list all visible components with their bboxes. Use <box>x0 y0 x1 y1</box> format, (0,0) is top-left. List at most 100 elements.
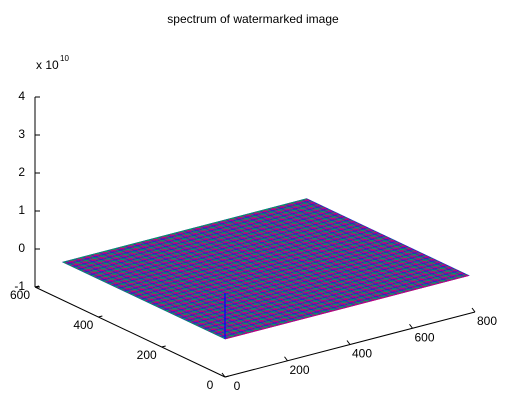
mesh-line <box>136 242 299 321</box>
mesh-line <box>102 251 265 329</box>
mesh-line <box>198 226 361 305</box>
mesh-line <box>223 220 386 298</box>
mesh-line <box>195 227 358 305</box>
mesh-line <box>259 210 423 288</box>
x-tick <box>471 307 476 313</box>
mesh-line <box>133 243 296 321</box>
mesh-line <box>108 250 271 328</box>
mesh-line <box>299 200 462 278</box>
z-tick-label: 0 <box>18 241 25 255</box>
x-tick <box>409 323 413 329</box>
mesh-line <box>231 217 394 296</box>
x-tick <box>346 340 351 345</box>
mesh-line <box>110 249 273 327</box>
y-tick <box>98 315 103 318</box>
mesh-line <box>257 211 420 289</box>
mesh-line <box>243 214 406 293</box>
mesh-line <box>116 247 279 326</box>
mesh-line <box>268 208 431 286</box>
mesh-line <box>288 203 451 281</box>
mesh-line <box>127 244 290 323</box>
mesh-line <box>265 209 428 287</box>
y-tick <box>34 285 40 288</box>
z-scale-base: x 10 <box>36 58 59 72</box>
mesh-line <box>96 252 259 331</box>
y-tick-label: 600 <box>10 288 30 302</box>
mesh-line <box>181 231 344 309</box>
mesh-line <box>220 220 383 299</box>
mesh-line <box>79 257 243 335</box>
z-tick-label: 4 <box>18 89 25 103</box>
mesh-line <box>262 209 425 288</box>
mesh-line <box>282 204 445 283</box>
mesh-line <box>290 202 453 280</box>
mesh-line <box>169 233 333 312</box>
mesh-line <box>240 215 403 294</box>
mesh-line <box>271 207 434 286</box>
y-tick <box>161 345 166 348</box>
mesh-line <box>279 205 442 283</box>
mesh-line <box>161 236 324 314</box>
y-axis <box>34 286 226 378</box>
mesh-line <box>172 233 335 311</box>
mesh-line <box>254 212 417 290</box>
mesh-line <box>105 250 268 329</box>
mesh-line <box>237 216 400 294</box>
y-tick-label: 400 <box>73 318 93 332</box>
z-tick-label: -1 <box>14 279 25 293</box>
mesh-line <box>130 244 293 322</box>
mesh-line <box>99 252 262 330</box>
z-scale-exponent: 10 <box>60 54 69 63</box>
mesh-line <box>203 225 366 303</box>
mesh-line <box>150 239 313 317</box>
x-tick-label: 400 <box>352 347 372 361</box>
mesh-line <box>119 247 282 325</box>
mesh-line <box>228 218 392 296</box>
mesh-line <box>164 235 327 313</box>
mesh-line <box>217 221 380 299</box>
mesh-line <box>155 237 318 315</box>
x-tick-label: 800 <box>477 314 497 328</box>
z-tick-label: 2 <box>18 165 25 179</box>
mesh-line <box>302 199 465 277</box>
mesh-line <box>71 259 234 337</box>
mesh-line <box>77 258 240 336</box>
mesh-line <box>153 238 316 316</box>
mesh-line <box>147 239 310 318</box>
z-tick-label: 1 <box>18 203 25 217</box>
mesh-line <box>200 225 363 304</box>
mesh-line <box>63 261 226 340</box>
mesh-line <box>85 255 248 334</box>
mesh-line <box>138 242 302 320</box>
mesh-line <box>234 217 397 295</box>
mesh-line <box>122 246 285 324</box>
mesh-line <box>93 253 257 332</box>
mesh-line <box>74 258 237 337</box>
mesh-line <box>186 229 349 307</box>
mesh-line <box>192 228 355 306</box>
mesh-line <box>144 240 307 318</box>
mesh-line <box>82 256 245 335</box>
mesh-line <box>214 222 378 300</box>
mesh-line <box>113 248 276 326</box>
mesh-line <box>206 224 369 302</box>
x-tick-label: 0 <box>234 379 241 393</box>
mesh-line <box>285 203 448 282</box>
mesh-line <box>212 223 375 301</box>
mesh-line <box>65 261 228 339</box>
mesh-line <box>124 245 288 324</box>
mesh-line <box>183 230 347 308</box>
mesh-line <box>304 198 468 277</box>
y-tick <box>224 375 230 378</box>
y-tick-label: 200 <box>137 348 157 362</box>
mesh-line <box>293 201 456 280</box>
mesh-line <box>158 236 321 315</box>
mesh-line <box>248 213 411 291</box>
y-tick-label: 0 <box>207 378 214 392</box>
x-tick-label: 600 <box>414 330 434 344</box>
mesh-line <box>273 206 437 285</box>
mesh-line <box>91 254 254 332</box>
x-tick <box>221 372 226 378</box>
mesh-line <box>189 228 352 307</box>
mesh-line <box>68 260 231 338</box>
